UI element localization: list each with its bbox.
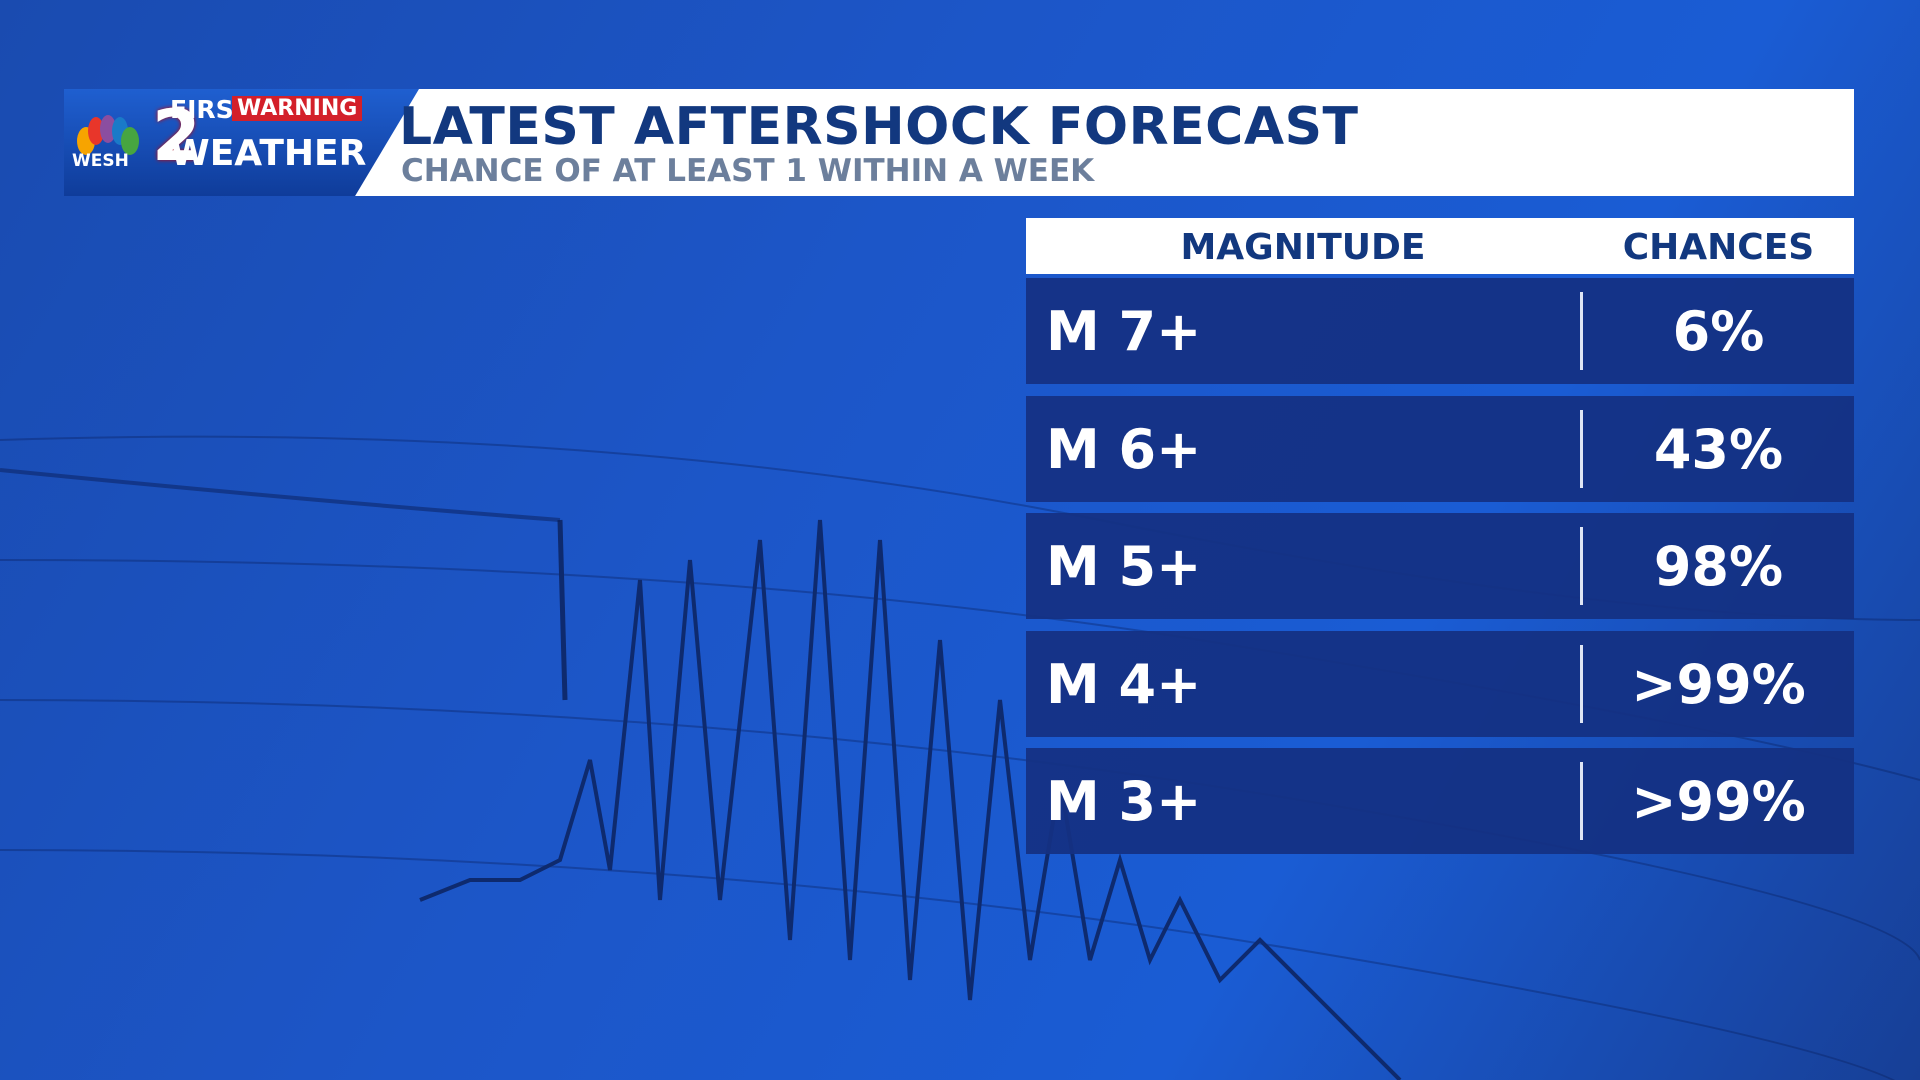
chance: 6%: [1672, 300, 1765, 363]
chance: 98%: [1653, 535, 1784, 598]
chance: >99%: [1631, 770, 1806, 833]
table-header: MAGNITUDE CHANCES: [1026, 218, 1854, 274]
table-row: M 7+ 6%: [1026, 278, 1854, 384]
magnitude: M 3+: [1046, 770, 1202, 833]
header-bar: WESH 2 FIRST WARNING WEATHER LATEST AFTE…: [64, 89, 1854, 196]
divider: [1580, 644, 1583, 723]
table-row: M 6+ 43%: [1026, 395, 1854, 502]
magnitude: M 7+: [1046, 300, 1202, 363]
table-row: M 3+ >99%: [1026, 748, 1854, 854]
magnitude: M 5+: [1046, 535, 1202, 598]
chance: 43%: [1653, 417, 1784, 481]
column-header: CHANCES: [1622, 227, 1815, 268]
magnitude: M 4+: [1046, 652, 1202, 716]
divider: [1580, 762, 1583, 840]
peacock-icon: [77, 115, 139, 155]
channel: 2: [152, 95, 201, 177]
divider: [1580, 409, 1583, 488]
magnitude: M 6+: [1046, 417, 1202, 481]
station: WESH: [72, 151, 129, 171]
chance: >99%: [1631, 652, 1806, 716]
divider: [1580, 527, 1583, 605]
column-header: MAGNITUDE: [1180, 227, 1426, 268]
table-row: M 5+ 98%: [1026, 513, 1854, 619]
logo: WESH 2 FIRST WARNING WEATHER: [64, 89, 419, 196]
divider: [1580, 292, 1583, 370]
subtitle: CHANCE OF AT LEAST 1 WITHIN A WEEK: [401, 153, 1095, 189]
table-row: M 4+ >99%: [1026, 630, 1854, 737]
weather: WEATHER: [170, 133, 367, 174]
warning: WARNING: [232, 96, 363, 121]
title: LATEST AFTERSHOCK FORECAST: [399, 97, 1359, 157]
